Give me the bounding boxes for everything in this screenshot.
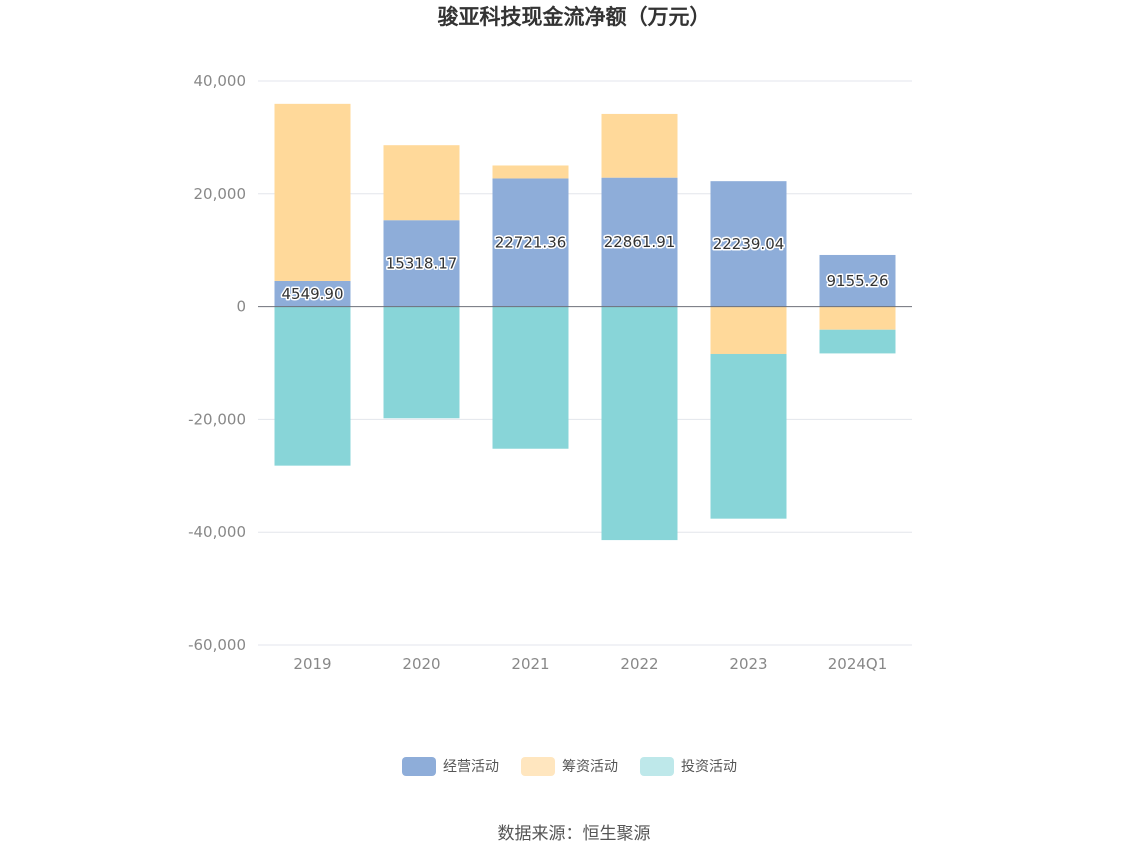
- grid-lines: [258, 80, 912, 646]
- bar-financing-2023[interactable]: [710, 306, 787, 354]
- data-labels: 4549.90 15318.17 22721.36 22861.91 22239.04 9…: [280, 232, 890, 305]
- legend-item-operating[interactable]: 经营活动: [402, 757, 499, 776]
- x-axis-ticks: 2019 2020 2021 2022 2023 2024Q1: [293, 655, 887, 673]
- legend-swatch-investing: [640, 757, 674, 776]
- x-tick-label: 2021: [511, 655, 549, 673]
- data-label: 15318.17: [386, 254, 458, 272]
- legend-item-investing[interactable]: 投资活动: [640, 757, 737, 776]
- data-label: 9155.26: [826, 272, 888, 290]
- legend-label-financing: 筹资活动: [562, 758, 618, 775]
- bar-investing-2019[interactable]: [274, 306, 351, 466]
- legend-label-operating: 经营活动: [443, 759, 499, 775]
- x-tick-label: 2019: [293, 655, 331, 673]
- data-source: 数据来源：恒生聚源: [498, 824, 651, 844]
- data-label: 22239.04: [713, 235, 785, 253]
- bar-operating-2020[interactable]: [383, 220, 460, 307]
- bar-operating-2021[interactable]: [492, 178, 569, 307]
- bar-investing-2021[interactable]: [492, 306, 569, 449]
- bars: [274, 103, 896, 541]
- bar-operating-2019[interactable]: [274, 280, 351, 307]
- legend-label-investing: 投资活动: [681, 759, 737, 775]
- x-tick-label: 2022: [620, 655, 658, 673]
- bar-investing-2020[interactable]: [383, 306, 460, 419]
- data-label: 22861.91: [604, 233, 676, 251]
- y-tick-label: 20,000: [194, 185, 247, 203]
- bar-operating-2023[interactable]: [710, 181, 787, 307]
- bar-investing-2024Q1[interactable]: [819, 329, 896, 354]
- bar-financing-2020[interactable]: [383, 145, 460, 221]
- legend: 经营活动 筹资活动 投资活动: [402, 757, 737, 776]
- x-tick-label: 2024Q1: [828, 655, 888, 673]
- x-tick-label: 2023: [729, 655, 767, 673]
- y-tick-label: -60,000: [188, 636, 246, 654]
- chart-title: 骏亚科技现金流净额（万元）: [438, 5, 711, 29]
- bar-financing-2019[interactable]: [274, 103, 351, 281]
- legend-swatch-financing: [521, 757, 555, 776]
- bar-financing-2021[interactable]: [492, 165, 569, 179]
- bar-investing-2022[interactable]: [601, 306, 678, 541]
- y-tick-label: -40,000: [188, 523, 246, 541]
- bar-operating-2022[interactable]: [601, 177, 678, 307]
- legend-swatch-operating: [402, 757, 436, 776]
- y-tick-label: 40,000: [194, 72, 247, 90]
- legend-item-financing[interactable]: 筹资活动: [521, 757, 618, 776]
- bar-financing-2022[interactable]: [601, 113, 678, 178]
- data-label: 4549.90: [281, 285, 343, 303]
- data-label: 22721.36: [495, 234, 567, 252]
- y-tick-label: 0: [236, 298, 246, 316]
- y-axis-ticks: 40,000 20,000 0 -20,000 -40,000 -60,000: [188, 72, 246, 654]
- bar-investing-2023[interactable]: [710, 353, 787, 519]
- x-tick-label: 2020: [402, 655, 440, 673]
- bar-financing-2024Q1[interactable]: [819, 306, 896, 330]
- y-tick-label: -20,000: [188, 410, 246, 428]
- bar-operating-2024Q1[interactable]: [819, 254, 896, 307]
